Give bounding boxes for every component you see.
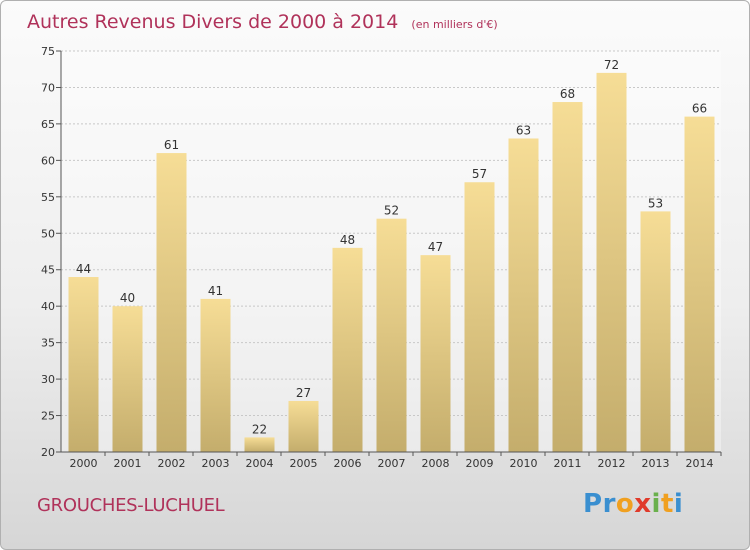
bar	[288, 400, 319, 452]
x-tick-label: 2011	[554, 457, 582, 470]
data-label: 68	[560, 87, 575, 101]
x-tick-label: 2004	[246, 457, 274, 470]
bars: 44 40 61 41 22 27 48 52 47 57 63 68 72 53 66	[68, 58, 715, 453]
chart-title-line: Autres Revenus Divers de 2000 à 2014 (en…	[27, 11, 498, 33]
x-tick-label: 2001	[114, 457, 142, 470]
bar	[684, 116, 715, 453]
x-tick-label: 2002	[158, 457, 186, 470]
logo-letter: i	[651, 489, 661, 519]
data-label: 27	[296, 386, 311, 400]
data-label: 66	[692, 102, 707, 116]
logo-letter: r	[602, 489, 616, 519]
proxiti-logo: Proxiti	[583, 489, 683, 519]
bar	[68, 277, 99, 452]
data-label: 47	[428, 240, 443, 254]
data-label: 61	[164, 138, 179, 152]
bar	[244, 437, 275, 452]
logo-letter: P	[583, 489, 603, 519]
y-axis: 20 25 30 35 40 45 50 55 60 65 70 75	[41, 45, 62, 459]
data-label: 22	[252, 422, 267, 436]
x-axis: 2000 2001 2002 2003 2004 2005 2006 2007 2008 2009…	[61, 451, 722, 470]
data-label: 48	[340, 233, 355, 247]
bar	[464, 182, 495, 452]
x-tick-label: 2009	[466, 457, 494, 470]
y-tick-label: 40	[41, 300, 55, 313]
y-tick-label: 30	[41, 373, 55, 386]
x-tick-label: 2010	[510, 457, 538, 470]
y-tick-label: 45	[41, 264, 55, 277]
data-label: 53	[648, 196, 663, 210]
bar	[596, 72, 627, 452]
commune-name: GROUCHES-LUCHUEL	[37, 495, 225, 516]
data-label: 41	[208, 284, 223, 298]
y-tick-label: 75	[41, 45, 55, 58]
bar	[420, 255, 451, 452]
x-tick-label: 2006	[334, 457, 362, 470]
y-tick-label: 50	[41, 227, 55, 240]
bar	[508, 138, 539, 452]
logo-letter: o	[615, 489, 635, 519]
bar	[552, 102, 583, 452]
y-tick-label: 65	[41, 118, 55, 131]
x-tick-label: 2000	[70, 457, 98, 470]
x-tick-label: 2013	[642, 457, 670, 470]
bar	[640, 211, 671, 452]
logo-letter: x	[634, 489, 652, 519]
y-tick-label: 60	[41, 154, 55, 167]
y-tick-label: 55	[41, 191, 55, 204]
x-tick-label: 2008	[422, 457, 450, 470]
bar	[332, 247, 363, 452]
data-label: 52	[384, 204, 399, 218]
data-label: 40	[120, 291, 135, 305]
bar	[156, 153, 187, 452]
logo-letter: i	[673, 489, 684, 519]
x-tick-label: 2012	[598, 457, 626, 470]
data-label: 72	[604, 58, 619, 72]
x-tick-label: 2005	[290, 457, 318, 470]
logo-letter: t	[660, 489, 674, 519]
data-label: 44	[76, 262, 91, 276]
chart-title: Autres Revenus Divers de 2000 à 2014	[27, 11, 398, 33]
chart-unit: (en milliers d'€)	[411, 18, 497, 31]
y-tick-label: 35	[41, 337, 55, 350]
y-tick-label: 70	[41, 81, 55, 94]
data-label: 63	[516, 123, 531, 137]
x-tick-label: 2003	[202, 457, 230, 470]
bar	[112, 306, 143, 452]
bar	[200, 298, 231, 452]
y-tick-label: 25	[41, 410, 55, 423]
bar	[376, 218, 407, 452]
data-label: 57	[472, 167, 487, 181]
x-tick-label: 2014	[686, 457, 714, 470]
y-tick-label: 20	[41, 446, 55, 459]
x-tick-label: 2007	[378, 457, 406, 470]
